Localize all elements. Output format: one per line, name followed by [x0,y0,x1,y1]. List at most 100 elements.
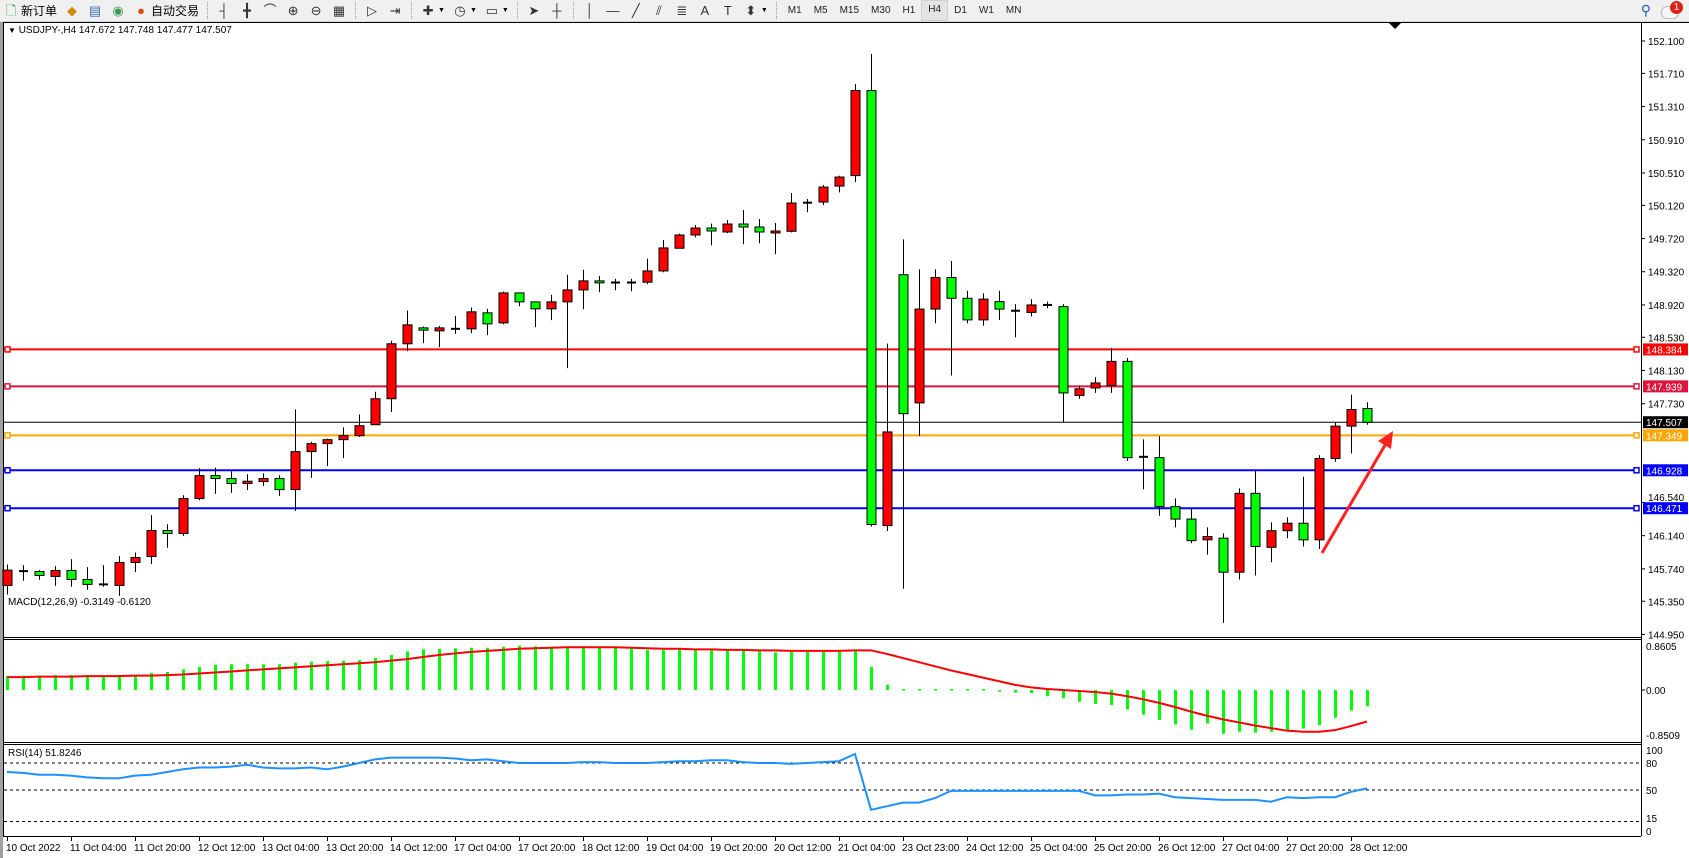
periods-clock-button[interactable]: ◷ ▼ [449,1,480,20]
bull-candle [290,451,301,491]
auto-scroll-button[interactable]: ▷ [361,1,383,20]
level-anchor-handle[interactable] [4,383,11,390]
collapse-triangle-icon[interactable]: ▼ [8,26,16,35]
text-button[interactable]: A [694,1,716,20]
time-axis-label: 17 Oct 04:00 [454,843,512,854]
new-order-button[interactable]: 🗋 新订单 [0,1,60,20]
macd-histogram-bar [806,650,809,690]
toolbar: 🗋 新订单 ◆ ▤ ◉ ● 自动交易 ┤ ╋ ⌒ ⊕ ⊖ ▦ ▷ ⇥ ✚ ▼ ◷ ▼ ▭ ▼ ➤ ┼ │ — ╱ ⫽ ≣ A T ⬍ ▼ M1 M… [0,0,1689,22]
timeframe-mn[interactable]: MN [1005,5,1022,16]
toolbar-separator [411,2,413,19]
price-axis-label: 145.740 [1648,565,1685,576]
timeframe-h1[interactable]: H1 [902,5,916,16]
timeframe-m5[interactable]: M5 [813,5,828,16]
level-anchor-handle[interactable] [1633,432,1640,439]
bear-candle [1170,506,1181,520]
chart-window[interactable] [0,22,1689,858]
crosshair-button[interactable]: ┼ [546,1,568,20]
level-anchor-handle[interactable] [4,432,11,439]
zoom-in-button[interactable]: ⊕ [282,1,304,20]
navigator-button[interactable]: ◉ [107,1,129,20]
macd-axis-label: 0.00 [1646,686,1666,697]
level-anchor-handle[interactable] [4,346,11,353]
macd-histogram-bar [1318,690,1321,726]
level-anchor-handle[interactable] [1633,504,1640,512]
bull-candle [674,234,685,249]
notifications-button[interactable]: 1 [1661,1,1683,19]
price-axis-label: 149.320 [1648,268,1685,279]
macd-histogram-bar [822,650,825,690]
toolbar-separator [775,2,778,19]
chevron-down-icon: ▼ [438,7,445,14]
chart-symbol-header: ▼ USDJPY-,H4 147.672 147.748 147.477 147… [8,25,232,36]
level-anchor-handle[interactable] [1633,346,1640,353]
indicators-button[interactable]: ✚ ▼ [417,1,448,20]
macd-histogram-bar [1094,690,1097,704]
timeframe-d1[interactable]: D1 [954,5,967,16]
data-window-button[interactable]: ▤ [84,1,106,20]
autotrading-button[interactable]: ● 自动交易 [130,1,202,20]
bull-candle [386,343,397,400]
vertical-line-button[interactable]: │ [579,1,601,20]
macd-axis-label: -0.8509 [1646,731,1680,742]
rsi-axis-label: 80 [1646,759,1658,770]
macd-histogram-bar [790,651,793,690]
macd-histogram-bar [230,664,233,690]
time-axis-label: 21 Oct 04:00 [838,843,896,854]
time-axis-label: 19 Oct 04:00 [646,843,704,854]
level-anchor-handle[interactable] [1633,383,1640,390]
cursor-button[interactable]: ➤ [523,1,545,20]
level-anchor-handle[interactable] [1633,467,1640,474]
arrows-button[interactable]: ⬍ ▼ [740,1,771,20]
bull-candle [914,308,925,404]
text-label-icon: T [723,2,732,18]
horizontal-line-button[interactable]: — [602,1,624,20]
level-anchor-handle[interactable] [4,504,11,512]
line-chart-button[interactable]: ⌒ [259,1,281,20]
market-watch-button[interactable]: ◆ [61,1,83,20]
bull-candle [1106,360,1117,386]
zoom-out-button[interactable]: ⊖ [305,1,327,20]
candlestick-chart-button[interactable]: ╋ [236,1,258,20]
chart-shift-button[interactable]: ⇥ [384,1,406,20]
bull-candle [770,230,781,234]
equidistant-channel-button[interactable]: ⫽ [648,1,670,20]
level-anchor-handle[interactable] [4,467,11,474]
text-label-button[interactable]: T [717,1,739,20]
fibonacci-button[interactable]: ≣ [671,1,693,20]
fibonacci-icon: ≣ [676,2,688,18]
search-icon[interactable]: ⚲ [1640,1,1651,18]
symbol-ohlc: USDJPY-,H4 147.672 147.748 147.477 147.5… [18,25,232,36]
trend-arrow-shaft[interactable] [1320,439,1390,554]
toolbar-separator [355,2,357,19]
trend-arrowhead-icon [1378,431,1393,449]
macd-histogram-bar [326,661,329,690]
macd-histogram-bar [710,650,713,690]
button-label: 新订单 [21,4,58,18]
trendline-button[interactable]: ╱ [625,1,647,20]
timeframe-m1[interactable]: M1 [787,5,802,16]
timeframe-m15[interactable]: M15 [839,5,860,16]
templates-button[interactable]: ▭ ▼ [481,1,512,20]
bull-candle [882,431,893,527]
macd-histogram-bar [1014,690,1017,693]
macd-histogram-bar [374,658,377,690]
time-axis-label: 13 Oct 20:00 [326,843,384,854]
price-axis-label: 144.950 [1648,630,1685,641]
tile-windows-button[interactable]: ▦ [328,1,350,20]
bear-candle [1122,360,1133,459]
bear-candle [514,292,525,303]
bull-candle [194,475,205,500]
timeframe-h4[interactable]: H4 [921,0,949,21]
timeframe-m30[interactable]: M30 [871,5,891,16]
bull-candle [658,247,669,272]
chart-shift-marker[interactable] [1389,23,1401,29]
macd-histogram-bar [678,649,681,690]
market-watch-icon: ◆ [67,2,78,18]
bull-candle [818,186,829,203]
bear-candle [1250,492,1261,547]
timeframe-w1[interactable]: W1 [978,5,994,16]
bull-candle [1090,382,1101,389]
bar-chart-button[interactable]: ┤ [213,1,235,20]
